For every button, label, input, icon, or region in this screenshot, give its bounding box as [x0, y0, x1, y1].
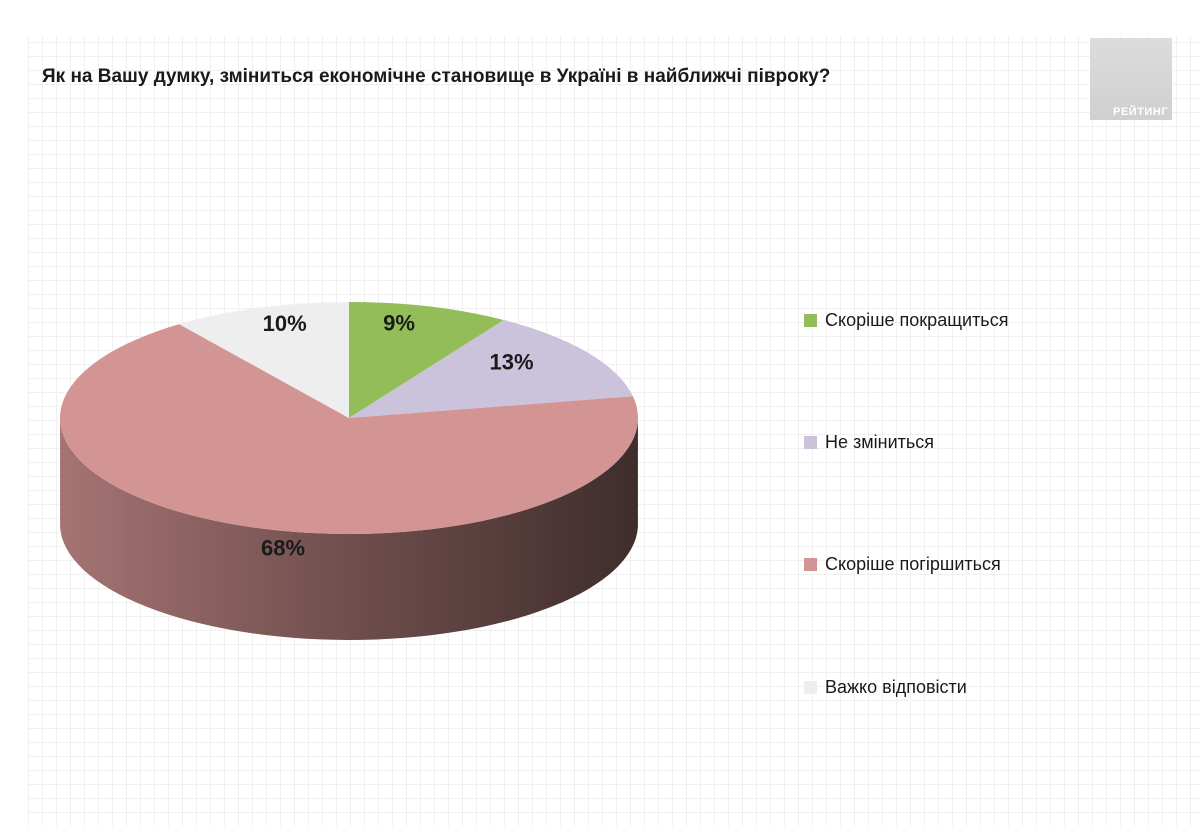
- legend-label-2: Не зміниться: [825, 432, 935, 452]
- left-margin: [0, 0, 28, 826]
- legend-item-3: Скоріше погіршиться: [804, 554, 1001, 575]
- pie-slice-3: [60, 324, 638, 534]
- logo-text: РЕЙТИНГ: [1113, 106, 1168, 118]
- legend-label-3: Скоріше погіршиться: [825, 554, 1001, 574]
- legend-item-4: Важко відповісти: [804, 677, 967, 698]
- pie-label-3: 68%: [261, 535, 305, 560]
- legend-label-1: Скоріше покращиться: [825, 310, 1009, 330]
- legend-swatch-4: [804, 681, 817, 694]
- pie-slice-2: [349, 320, 633, 418]
- pie-slice-1: [349, 302, 504, 418]
- pie-side-group: [60, 420, 638, 641]
- rating-logo: РЕЙТИНГ: [1090, 38, 1172, 120]
- legend-label-4: Важко відповісти: [825, 677, 967, 697]
- pie-top-group: [60, 302, 638, 534]
- pie-side-3: [60, 420, 638, 641]
- legend-item-1: Скоріше покращиться: [804, 310, 1008, 331]
- pie-slice-4: [179, 302, 349, 418]
- pie-label-4: 10%: [263, 311, 307, 336]
- legend-item-2: Не зміниться: [804, 432, 934, 453]
- pie-label-2: 13%: [490, 350, 534, 375]
- legend-swatch-2: [804, 436, 817, 449]
- chart-title: Як на Вашу думку, зміниться економічне с…: [42, 66, 831, 87]
- legend-swatch-1: [804, 314, 817, 327]
- top-margin: [0, 0, 1200, 36]
- legend-swatch-3: [804, 558, 817, 571]
- pie-label-1: 9%: [383, 310, 415, 335]
